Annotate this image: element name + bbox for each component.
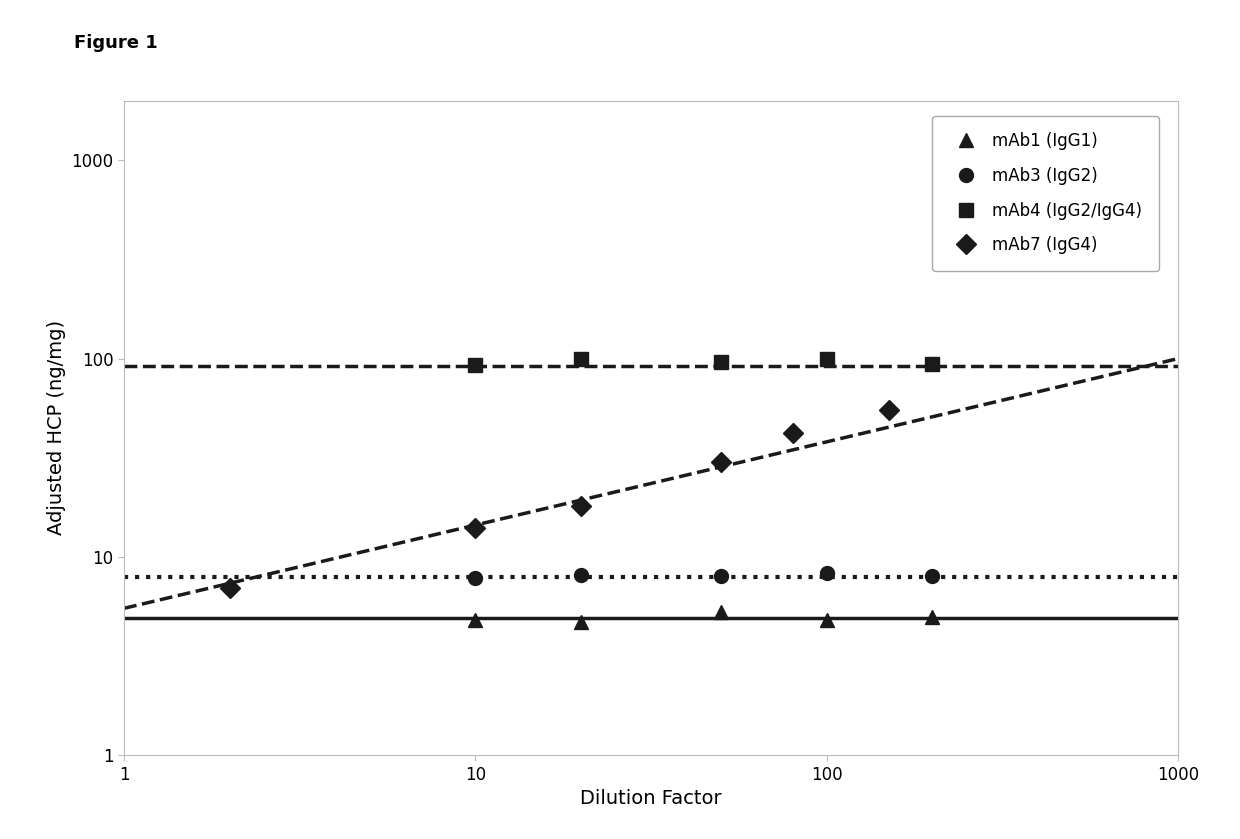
mAb3 (IgG2)	[925, 571, 940, 581]
Line: mAb7 (IgG4): mAb7 (IgG4)	[223, 403, 895, 595]
mAb7 (IgG4)	[467, 523, 482, 533]
mAb4 (IgG2/IgG4)	[713, 357, 728, 367]
mAb7 (IgG4)	[785, 428, 800, 438]
mAb4 (IgG2/IgG4)	[574, 353, 589, 363]
Line: mAb1 (IgG1): mAb1 (IgG1)	[469, 605, 940, 628]
mAb4 (IgG2/IgG4)	[925, 359, 940, 369]
mAb7 (IgG4)	[222, 582, 237, 592]
mAb3 (IgG2)	[713, 571, 728, 581]
Legend: mAb1 (IgG1), mAb3 (IgG2), mAb4 (IgG2/IgG4), mAb7 (IgG4): mAb1 (IgG1), mAb3 (IgG2), mAb4 (IgG2/IgG…	[932, 116, 1159, 271]
mAb1 (IgG1)	[820, 615, 835, 625]
Y-axis label: Adjusted HCP (ng/mg): Adjusted HCP (ng/mg)	[47, 320, 66, 535]
Line: mAb3 (IgG2): mAb3 (IgG2)	[469, 566, 940, 585]
mAb1 (IgG1)	[925, 612, 940, 622]
mAb7 (IgG4)	[574, 501, 589, 511]
mAb7 (IgG4)	[713, 457, 728, 467]
X-axis label: Dilution Factor: Dilution Factor	[580, 789, 722, 808]
Line: mAb4 (IgG2/IgG4): mAb4 (IgG2/IgG4)	[469, 352, 940, 372]
mAb7 (IgG4)	[882, 405, 897, 415]
mAb3 (IgG2)	[574, 570, 589, 580]
mAb3 (IgG2)	[820, 568, 835, 578]
mAb1 (IgG1)	[713, 607, 728, 617]
Text: Figure 1: Figure 1	[74, 34, 159, 51]
mAb4 (IgG2/IgG4)	[820, 353, 835, 363]
mAb3 (IgG2)	[467, 573, 482, 583]
mAb1 (IgG1)	[467, 615, 482, 625]
mAb1 (IgG1)	[574, 617, 589, 627]
mAb4 (IgG2/IgG4)	[467, 360, 482, 370]
